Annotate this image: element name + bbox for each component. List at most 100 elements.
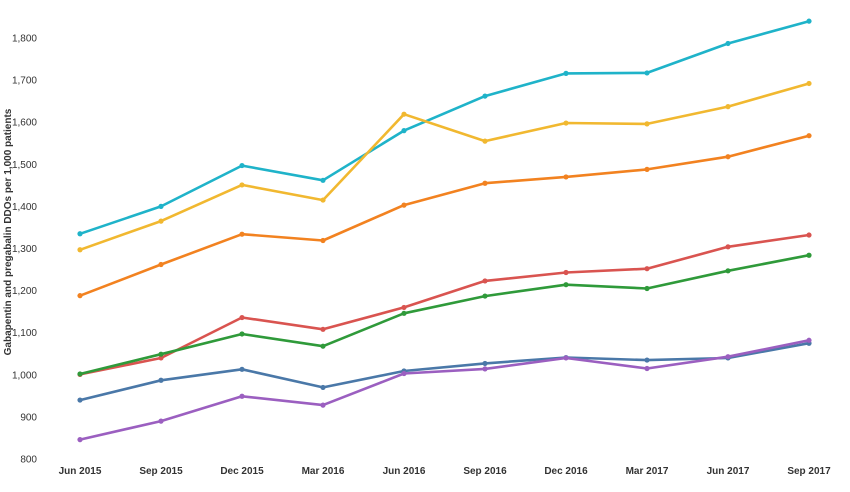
data-point	[239, 182, 245, 188]
data-point	[158, 218, 164, 224]
y-tick-label: 1,300	[12, 244, 37, 255]
data-point	[806, 18, 812, 24]
data-point	[482, 138, 488, 144]
y-tick-label: 1,100	[12, 328, 37, 339]
data-point	[77, 231, 83, 237]
x-tick-label: Dec 2016	[544, 466, 588, 477]
data-point	[563, 282, 569, 288]
data-point	[320, 197, 326, 203]
y-tick-label: 1,500	[12, 160, 37, 171]
data-point	[725, 354, 731, 360]
data-point	[401, 370, 407, 377]
x-tick-label: Sep 2017	[787, 466, 831, 477]
data-point	[401, 310, 407, 316]
data-point	[725, 104, 731, 110]
data-point	[320, 326, 326, 332]
data-point	[158, 351, 164, 357]
series-line	[79, 339, 810, 441]
data-point	[644, 266, 650, 272]
data-point	[482, 366, 488, 372]
data-point	[482, 360, 488, 367]
data-point	[320, 237, 326, 244]
data-point	[239, 331, 245, 337]
data-point	[563, 120, 569, 126]
data-point	[563, 70, 569, 76]
y-tick-label: 1,600	[12, 118, 37, 129]
data-point	[401, 128, 407, 134]
y-tick-label: 900	[20, 412, 37, 423]
data-point	[158, 203, 164, 209]
series-5	[77, 252, 812, 377]
data-point	[644, 70, 650, 76]
data-point	[77, 371, 83, 377]
data-point	[725, 244, 731, 250]
series-2	[77, 80, 812, 253]
data-point	[401, 304, 407, 311]
x-tick-label: Mar 2016	[302, 466, 345, 477]
data-point	[806, 337, 812, 343]
series-line	[79, 134, 810, 297]
data-point	[320, 402, 326, 408]
data-point	[320, 343, 326, 349]
data-point	[320, 177, 326, 183]
data-point	[158, 355, 164, 361]
data-point	[239, 231, 245, 237]
data-point	[239, 366, 245, 372]
y-tick-label: 1,800	[12, 34, 37, 45]
data-point	[644, 285, 650, 292]
series-line	[79, 253, 810, 376]
data-point	[482, 93, 488, 99]
data-point	[320, 384, 326, 391]
data-point	[401, 111, 407, 117]
series-7	[77, 337, 812, 443]
data-point	[158, 377, 164, 383]
x-tick-label: Sep 2016	[463, 466, 507, 477]
data-point	[239, 393, 245, 399]
data-point	[725, 268, 731, 274]
x-tick-label: Sep 2015	[139, 466, 183, 477]
y-tick-label: 1,200	[12, 286, 37, 297]
y-tick-label: 1,000	[12, 370, 37, 381]
series-line	[79, 82, 810, 252]
series-1	[77, 18, 812, 237]
data-point	[725, 154, 731, 160]
data-point	[239, 314, 245, 321]
series-line	[79, 233, 810, 376]
data-point	[806, 232, 812, 238]
x-tick-label: Jun 2015	[59, 466, 102, 477]
x-tick-label: Mar 2017	[626, 466, 669, 477]
data-point	[806, 252, 812, 258]
data-point	[563, 355, 569, 361]
x-tick-label: Dec 2015	[220, 466, 264, 477]
data-point	[725, 40, 731, 47]
data-point	[239, 162, 245, 169]
data-point	[563, 174, 569, 180]
data-point	[77, 293, 83, 299]
data-point	[77, 437, 83, 443]
data-point	[482, 180, 488, 186]
data-point	[644, 166, 650, 172]
series-line	[79, 341, 810, 402]
series-line	[79, 19, 810, 236]
data-point	[77, 247, 83, 253]
series-3	[77, 133, 812, 299]
data-point	[158, 261, 164, 268]
y-axis-title: Gabapentin and pregabalin DDOs per 1,000…	[3, 108, 14, 355]
series-4	[77, 232, 812, 377]
x-tick-label: Jun 2017	[707, 466, 750, 477]
data-point	[644, 365, 650, 372]
data-point	[563, 269, 569, 276]
data-point	[158, 418, 164, 424]
data-point	[401, 202, 407, 208]
data-point	[482, 293, 488, 299]
y-tick-label: 800	[20, 455, 37, 466]
data-point	[644, 357, 650, 363]
y-tick-label: 1,400	[12, 202, 37, 213]
x-tick-label: Jun 2016	[383, 466, 426, 477]
y-tick-label: 1,700	[12, 76, 37, 87]
data-point	[806, 133, 812, 139]
data-point	[482, 278, 488, 284]
x-axis: Jun 2015 Sep 2015 Dec 2015 Mar 2016 Jun 2016…	[59, 466, 832, 477]
